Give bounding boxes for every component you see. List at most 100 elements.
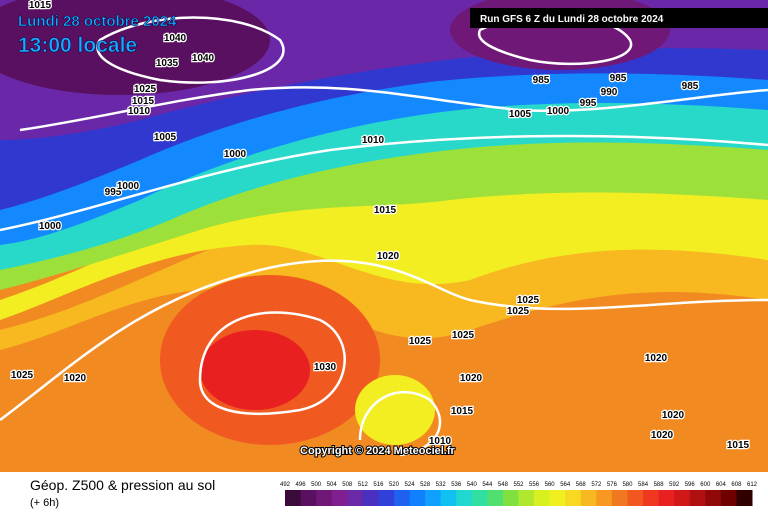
date-label: Lundi 28 octobre 2024 (18, 13, 177, 30)
legend-swatch (378, 490, 395, 506)
isobar-label: 1020 (64, 373, 87, 384)
copyright: Copyright © 2024 Meteociel.fr (300, 445, 456, 457)
legend-label: 516 (373, 482, 384, 488)
legend-label: 584 (638, 482, 649, 488)
legend-swatch (456, 490, 473, 506)
legend-swatch (580, 490, 597, 506)
legend-swatch (549, 490, 566, 506)
time-label: 13:00 locale (18, 34, 137, 57)
isobar-label: 1025 (11, 370, 34, 381)
legend: 492 496 500 504 508 512 516 520 524 528 532 536 540 5… (280, 482, 758, 506)
isobar-label: 1010 (128, 106, 151, 117)
legend-label: 532 (436, 482, 447, 488)
legend-label: 520 (389, 482, 400, 488)
isobar-label: 1035 (156, 58, 179, 69)
legend-label: 580 (622, 482, 633, 488)
legend-label: 568 (576, 482, 587, 488)
legend-swatch (471, 490, 488, 506)
isobar-label: 1025 (134, 84, 157, 95)
legend-label: 608 (731, 482, 742, 488)
legend-swatch (316, 490, 333, 506)
legend-label: 592 (669, 482, 680, 488)
isobar-label: 985 (682, 81, 699, 92)
legend-swatch (502, 490, 519, 506)
legend-label: 560 (545, 482, 556, 488)
legend-swatch (596, 490, 613, 506)
isobar-label: 1025 (507, 306, 530, 317)
isobar-label: 1000 (117, 181, 140, 192)
isobar-label: 990 (601, 87, 618, 98)
legend-label: 588 (654, 482, 665, 488)
legend-label: 576 (607, 482, 618, 488)
legend-label: 536 (451, 482, 462, 488)
isobar-label: 1005 (154, 132, 177, 143)
legend-label: 504 (327, 482, 338, 488)
isobar-label: 1000 (224, 149, 247, 160)
legend-swatch (736, 490, 753, 506)
legend-swatch (534, 490, 551, 506)
legend-swatch (362, 490, 379, 506)
isobar-label: 1040 (192, 53, 215, 64)
legend-label: 500 (311, 482, 322, 488)
legend-label: 544 (482, 482, 493, 488)
legend-swatch (487, 490, 504, 506)
isobar-label: 1020 (645, 353, 668, 364)
legend-swatch (565, 490, 582, 506)
legend-swatch (689, 490, 706, 506)
legend-label: 540 (467, 482, 478, 488)
legend-swatch (331, 490, 348, 506)
legend-swatch (627, 490, 644, 506)
legend-swatch (611, 490, 628, 506)
legend-swatch (518, 490, 535, 506)
legend-swatch (643, 490, 660, 506)
legend-label: 508 (342, 482, 353, 488)
legend-label: 524 (405, 482, 416, 488)
isobar-label: 1025 (452, 330, 475, 341)
legend-label: 612 (747, 482, 758, 488)
legend-swatch (300, 490, 317, 506)
footer-title: Géop. Z500 & pression au sol (30, 477, 215, 493)
legend-label: 548 (498, 482, 509, 488)
isobar-label: 985 (610, 73, 627, 84)
isobar-label: 1010 (429, 436, 452, 447)
isobar-label: 1015 (132, 96, 155, 107)
isobar-label: 985 (533, 75, 550, 86)
isobar-label: 1010 (362, 135, 385, 146)
legend-label: 572 (591, 482, 602, 488)
legend-label: 492 (280, 482, 291, 488)
legend-label: 600 (700, 482, 711, 488)
legend-label: 496 (296, 482, 307, 488)
legend-swatch (674, 490, 691, 506)
isobar-label: 1030 (314, 362, 337, 373)
isobar-label: 1000 (39, 221, 62, 232)
legend-swatch (705, 490, 722, 506)
isobar-label: 1020 (460, 373, 483, 384)
legend-swatch (658, 490, 675, 506)
isobar-label: 1015 (451, 406, 474, 417)
isobar-label: 995 (105, 187, 122, 198)
legend-label: 596 (685, 482, 696, 488)
isobar-label: 1015 (374, 205, 397, 216)
legend-swatch (409, 490, 426, 506)
legend-label: 604 (716, 482, 727, 488)
isobar-label: 1005 (509, 109, 532, 120)
legend-label: 564 (560, 482, 571, 488)
isobar-label: 1020 (651, 430, 674, 441)
isobar-label: 1040 (164, 33, 187, 44)
legend-swatch (393, 490, 411, 506)
legend-swatch (720, 490, 737, 506)
isobar-label: 1025 (409, 336, 432, 347)
legend-label: 528 (420, 482, 431, 488)
run-label: Run GFS 6 Z du Lundi 28 octobre 2024 (480, 14, 664, 25)
legend-label: 512 (358, 482, 369, 488)
isobar-label: 1015 (727, 440, 750, 451)
isobar-label: 1000 (547, 106, 570, 117)
legend-swatch (285, 490, 302, 506)
legend-swatch (440, 490, 457, 506)
isobar-label: 995 (580, 98, 597, 109)
isobar-label: 1020 (377, 251, 400, 262)
legend-swatch (347, 490, 364, 506)
